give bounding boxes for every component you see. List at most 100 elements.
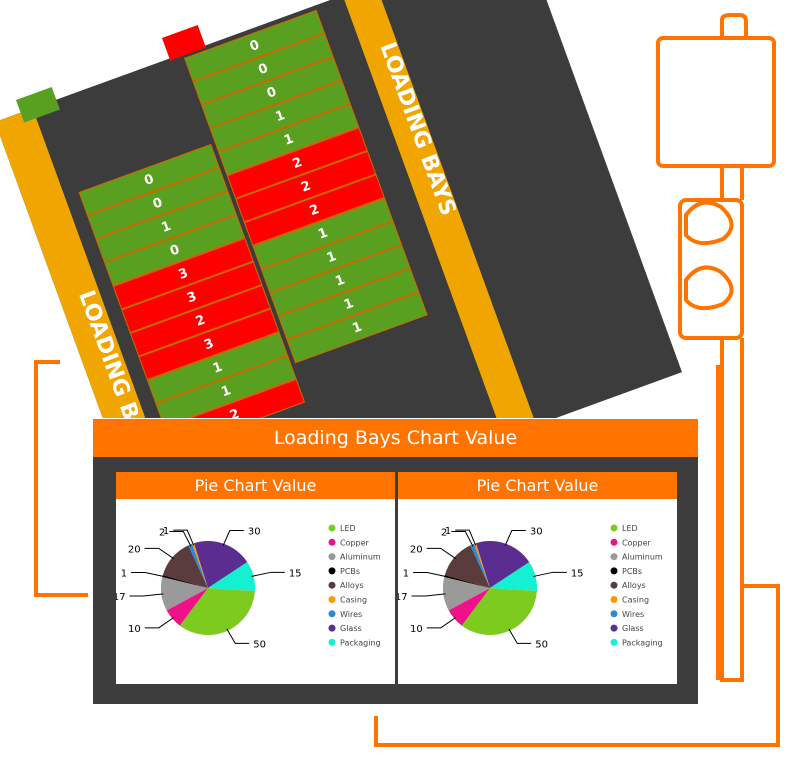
bay-slot: 1	[286, 291, 428, 364]
pole-shape	[720, 338, 744, 682]
legend-item: Wires	[328, 610, 362, 619]
signal-box-shape	[678, 198, 744, 340]
legend-label: Glass	[340, 624, 362, 633]
pie-slice-packaging	[490, 562, 537, 591]
legend-item: LED	[610, 524, 638, 533]
bay-slot-background	[138, 308, 280, 381]
bay-slot: 1	[278, 268, 420, 340]
legend-item: PCBs	[328, 567, 360, 576]
pie-value-label: 20	[128, 544, 141, 555]
legend-label: Casing	[622, 596, 649, 605]
pie-value-label: 15	[571, 568, 584, 579]
legend-swatch	[328, 596, 336, 603]
legend-swatch	[610, 567, 618, 575]
bay-slot-background	[95, 190, 237, 263]
legend-label: Casing	[340, 596, 367, 605]
pie-leader-line	[226, 628, 250, 644]
pie-value-label: 50	[535, 639, 548, 650]
bay-slot-background	[104, 214, 246, 287]
pie-value-label: 2	[441, 528, 447, 539]
bay-slot: 0	[192, 33, 334, 105]
legend-label: LED	[340, 524, 356, 533]
bay-slot-background	[286, 291, 428, 364]
legend-swatch	[328, 624, 336, 632]
bay-slot: 3	[138, 308, 280, 381]
legend-label: Alloys	[622, 581, 646, 590]
bay-slot-background	[155, 355, 297, 418]
bay-slot: 2	[235, 150, 377, 223]
legend-item: Packaging	[610, 638, 663, 647]
available-legend-swatch	[16, 87, 60, 123]
pie-slice-pcbs	[162, 575, 208, 588]
pie-value-label: 1	[403, 569, 409, 580]
pie-leader-line	[455, 529, 477, 546]
bay-slot-background	[235, 150, 377, 223]
sign-hook-shape	[720, 13, 748, 38]
pie-slice-casing	[474, 543, 490, 588]
pie-value-label: 10	[128, 624, 141, 635]
pie-slice-aluminum	[161, 577, 208, 611]
legend-swatch	[328, 553, 336, 561]
bay-slot-background	[164, 378, 306, 418]
bay-slot: 1	[146, 331, 288, 404]
legend-label: PCBs	[622, 567, 642, 576]
pie-slice-wires	[470, 543, 490, 588]
bay-slot: 0	[104, 214, 246, 287]
bottom-connector-line	[374, 584, 780, 747]
pie-leader-line	[411, 593, 446, 597]
pie-chart-title: Pie Chart Value	[116, 472, 395, 499]
pie-leader-line	[251, 571, 285, 577]
pie-value-label: 30	[248, 527, 261, 538]
pie-value-label: 2	[159, 528, 165, 539]
pie-chart-card-2: Pie Chart Value 50 10 17 1 20 1 2 30 15 LED Copper…	[398, 472, 677, 684]
legend-label: Aluminum	[340, 553, 381, 562]
pie-value-label: 50	[253, 639, 266, 650]
legend-swatch	[610, 638, 618, 646]
bay-value: 2	[228, 407, 242, 420]
legend-label: LED	[622, 524, 638, 533]
pie-value-label: 30	[530, 527, 543, 538]
legend-swatch	[610, 581, 618, 589]
legend-item: Casing	[328, 596, 367, 605]
pie-leader-line	[504, 530, 526, 546]
occupied-legend-swatch	[162, 25, 206, 61]
legend-swatch	[610, 524, 618, 532]
legend-label: Wires	[622, 610, 644, 619]
pie-leader-line	[508, 628, 532, 644]
legend-label: Copper	[340, 538, 370, 547]
bay-slot-background	[192, 33, 334, 105]
legend-label: Copper	[622, 538, 652, 547]
bay-slot-background	[146, 331, 288, 404]
bay-slot: 2	[129, 284, 271, 357]
pole-top-shape	[720, 166, 744, 200]
bay-slot-background	[209, 80, 351, 152]
legend-item: Copper	[610, 538, 652, 547]
bay-slot-background	[184, 9, 326, 82]
pie-slice-pcbs	[444, 575, 490, 588]
pie-slice-alloys	[162, 545, 208, 588]
bay-slot: 1	[95, 190, 237, 263]
pie-leader-line	[173, 529, 195, 546]
legend-swatch	[328, 538, 336, 546]
legend-label: Packaging	[340, 638, 381, 647]
legend-swatch	[328, 581, 336, 589]
legend-label: Alloys	[340, 581, 364, 590]
pie-value-label: 20	[410, 544, 423, 555]
signal-light-2-shape	[684, 265, 734, 311]
legend-swatch	[328, 638, 336, 646]
legend-item: Alloys	[328, 581, 364, 590]
bay-slot-background	[252, 197, 394, 270]
pie-leader-line	[144, 616, 175, 629]
bay-slot: 0	[78, 143, 220, 216]
pie-leader-line	[451, 531, 474, 547]
pie-leader-line	[169, 531, 192, 547]
bay-slot: 2	[243, 174, 385, 246]
bay-slot: 2	[226, 127, 368, 199]
bay-slot-background	[218, 103, 360, 176]
legend-item: Aluminum	[610, 553, 663, 562]
pie-value-label: 17	[116, 592, 126, 603]
bay-slot-background	[269, 244, 411, 317]
signal-light-1-shape	[684, 200, 734, 246]
